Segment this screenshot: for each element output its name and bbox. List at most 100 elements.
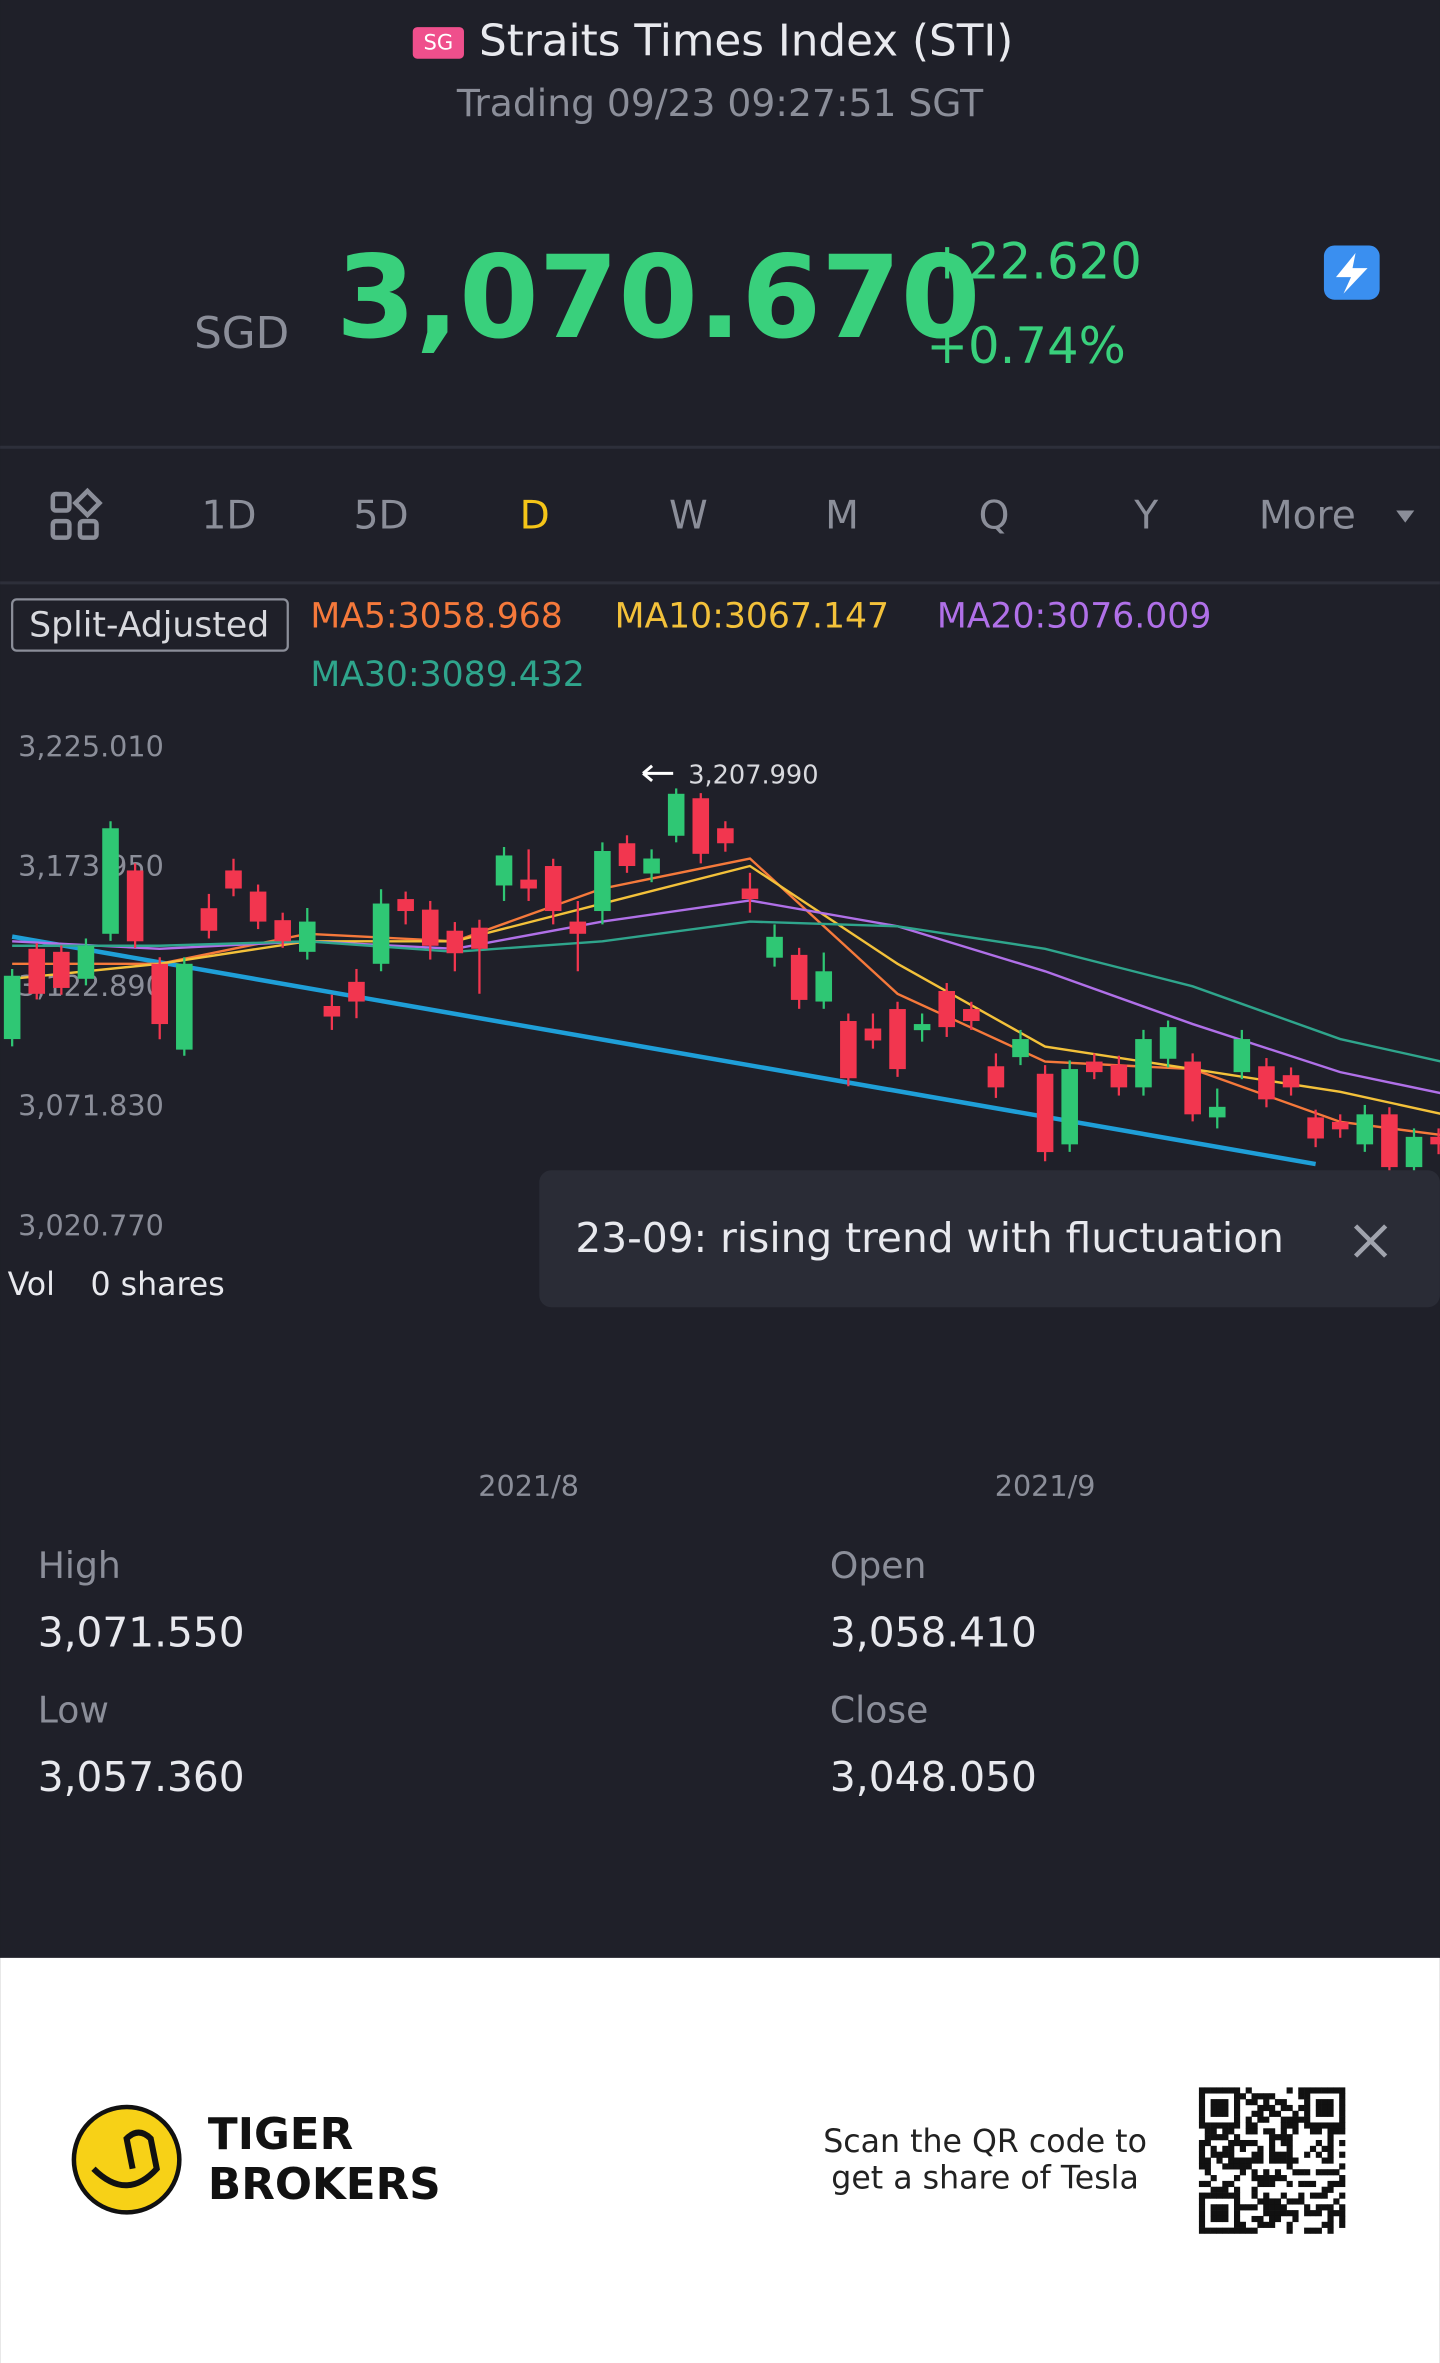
tab[interactable]: W xyxy=(669,494,708,539)
candle-body xyxy=(495,855,513,886)
qr-module xyxy=(1304,2093,1311,2100)
qr-module xyxy=(1274,2215,1282,2223)
qr-module xyxy=(1251,2110,1258,2117)
qr-module xyxy=(1327,2169,1334,2176)
qr-module xyxy=(1286,2139,1293,2147)
qr-module xyxy=(1286,2087,1293,2094)
candle-body xyxy=(397,899,414,912)
qr-module xyxy=(1280,2116,1287,2123)
qr-module xyxy=(1298,2087,1305,2094)
qr-module xyxy=(1228,2128,1235,2135)
qr-module xyxy=(1339,2128,1346,2135)
qr-module xyxy=(1269,2151,1276,2158)
tab[interactable]: Q xyxy=(979,494,1010,539)
qr-module xyxy=(1327,2099,1334,2106)
qr-module xyxy=(1210,2192,1217,2199)
qr-module xyxy=(1263,2192,1270,2199)
qr-module xyxy=(1263,2210,1270,2217)
qr-module xyxy=(1257,2145,1264,2152)
qr-module xyxy=(1269,2110,1276,2117)
close-icon[interactable] xyxy=(1353,1224,1388,1258)
qr-module xyxy=(1280,2134,1287,2141)
candle-body xyxy=(1184,1061,1201,1115)
candle-body xyxy=(1159,1027,1177,1059)
qr-module xyxy=(1269,2128,1276,2135)
qr-module xyxy=(1257,2104,1264,2112)
candle-body xyxy=(618,843,636,867)
qr-module xyxy=(1309,2210,1317,2217)
qr-module xyxy=(1339,2204,1346,2211)
qr-module xyxy=(1233,2099,1241,2106)
qr-module xyxy=(1263,2221,1270,2228)
qr-module xyxy=(1292,2157,1299,2164)
qr-module xyxy=(1269,2215,1276,2223)
tab[interactable]: M xyxy=(825,494,859,539)
adjust-box[interactable] xyxy=(11,598,289,652)
ma-legend: MA5:3058.968 xyxy=(310,596,562,636)
qr-module xyxy=(1245,2227,1252,2234)
candle-body xyxy=(717,828,734,844)
qr-module xyxy=(1309,2227,1317,2234)
qr-module xyxy=(1198,2151,1206,2158)
tab[interactable]: More xyxy=(1259,494,1356,539)
qr-module xyxy=(1233,2093,1241,2100)
qr-module xyxy=(1286,2151,1293,2158)
layout-icon[interactable] xyxy=(50,487,103,540)
qr-module xyxy=(1304,2122,1311,2129)
qr-module xyxy=(1222,2134,1229,2141)
qr-module xyxy=(1233,2186,1241,2193)
qr-module xyxy=(1210,2210,1217,2217)
tab[interactable]: 5D xyxy=(354,494,409,539)
candle-body xyxy=(667,793,685,836)
candle-body xyxy=(643,858,660,874)
stat-label: Open xyxy=(830,1544,927,1587)
tab[interactable]: D xyxy=(520,494,550,539)
qr-module xyxy=(1321,2192,1328,2199)
qr-module xyxy=(1257,2215,1264,2223)
qr-module xyxy=(1239,2093,1246,2100)
qr-module xyxy=(1327,2110,1334,2117)
qr-module xyxy=(1315,2139,1322,2147)
qr-module xyxy=(1298,2169,1305,2176)
qr-module xyxy=(1286,2104,1293,2112)
qr-module xyxy=(1292,2128,1299,2135)
qr-module xyxy=(1327,2122,1334,2129)
candle-body xyxy=(692,798,710,854)
qr-module xyxy=(1304,2169,1311,2176)
tab[interactable]: Y xyxy=(1133,494,1158,539)
qr-module xyxy=(1204,2169,1211,2176)
qr-module xyxy=(1245,2122,1252,2129)
plot: 3,225.0103,173.9503,122.8903,071.8303,02… xyxy=(3,596,1440,1503)
qr-module xyxy=(1304,2099,1311,2106)
stat-value: 3,071.550 xyxy=(38,1609,245,1657)
promo-line: get a share of Tesla xyxy=(831,2160,1139,2196)
stat-value: 3,057.360 xyxy=(38,1753,245,1801)
qr-module xyxy=(1333,2180,1340,2188)
qr-module xyxy=(1263,2169,1270,2176)
qr-module xyxy=(1315,2169,1322,2176)
badge xyxy=(412,27,464,59)
candle-body xyxy=(1430,1136,1440,1145)
qr-module xyxy=(1321,2087,1328,2094)
qr-module xyxy=(1274,2210,1282,2217)
adjust-label[interactable]: Split-Adjusted xyxy=(29,606,269,646)
qr-module xyxy=(1298,2198,1305,2205)
qr-module xyxy=(1216,2087,1223,2094)
qr-module xyxy=(1233,2215,1241,2223)
qr-module xyxy=(1204,2134,1211,2141)
tab[interactable]: 1D xyxy=(202,494,257,539)
qr-module xyxy=(1257,2110,1264,2117)
qr-module xyxy=(1315,2110,1322,2117)
qr-module xyxy=(1251,2227,1258,2234)
qr-module xyxy=(1222,2104,1229,2112)
qr-module xyxy=(1339,2163,1346,2170)
qr-module xyxy=(1339,2093,1346,2100)
qr-module xyxy=(1309,2122,1317,2129)
stat-label: Close xyxy=(830,1688,928,1731)
trend-line xyxy=(11,934,1317,1167)
qr-module xyxy=(1280,2122,1287,2129)
qr-module xyxy=(1198,2157,1206,2164)
qr-module xyxy=(1321,2157,1328,2164)
qr-module xyxy=(1222,2227,1229,2234)
candle-body xyxy=(815,971,833,1002)
